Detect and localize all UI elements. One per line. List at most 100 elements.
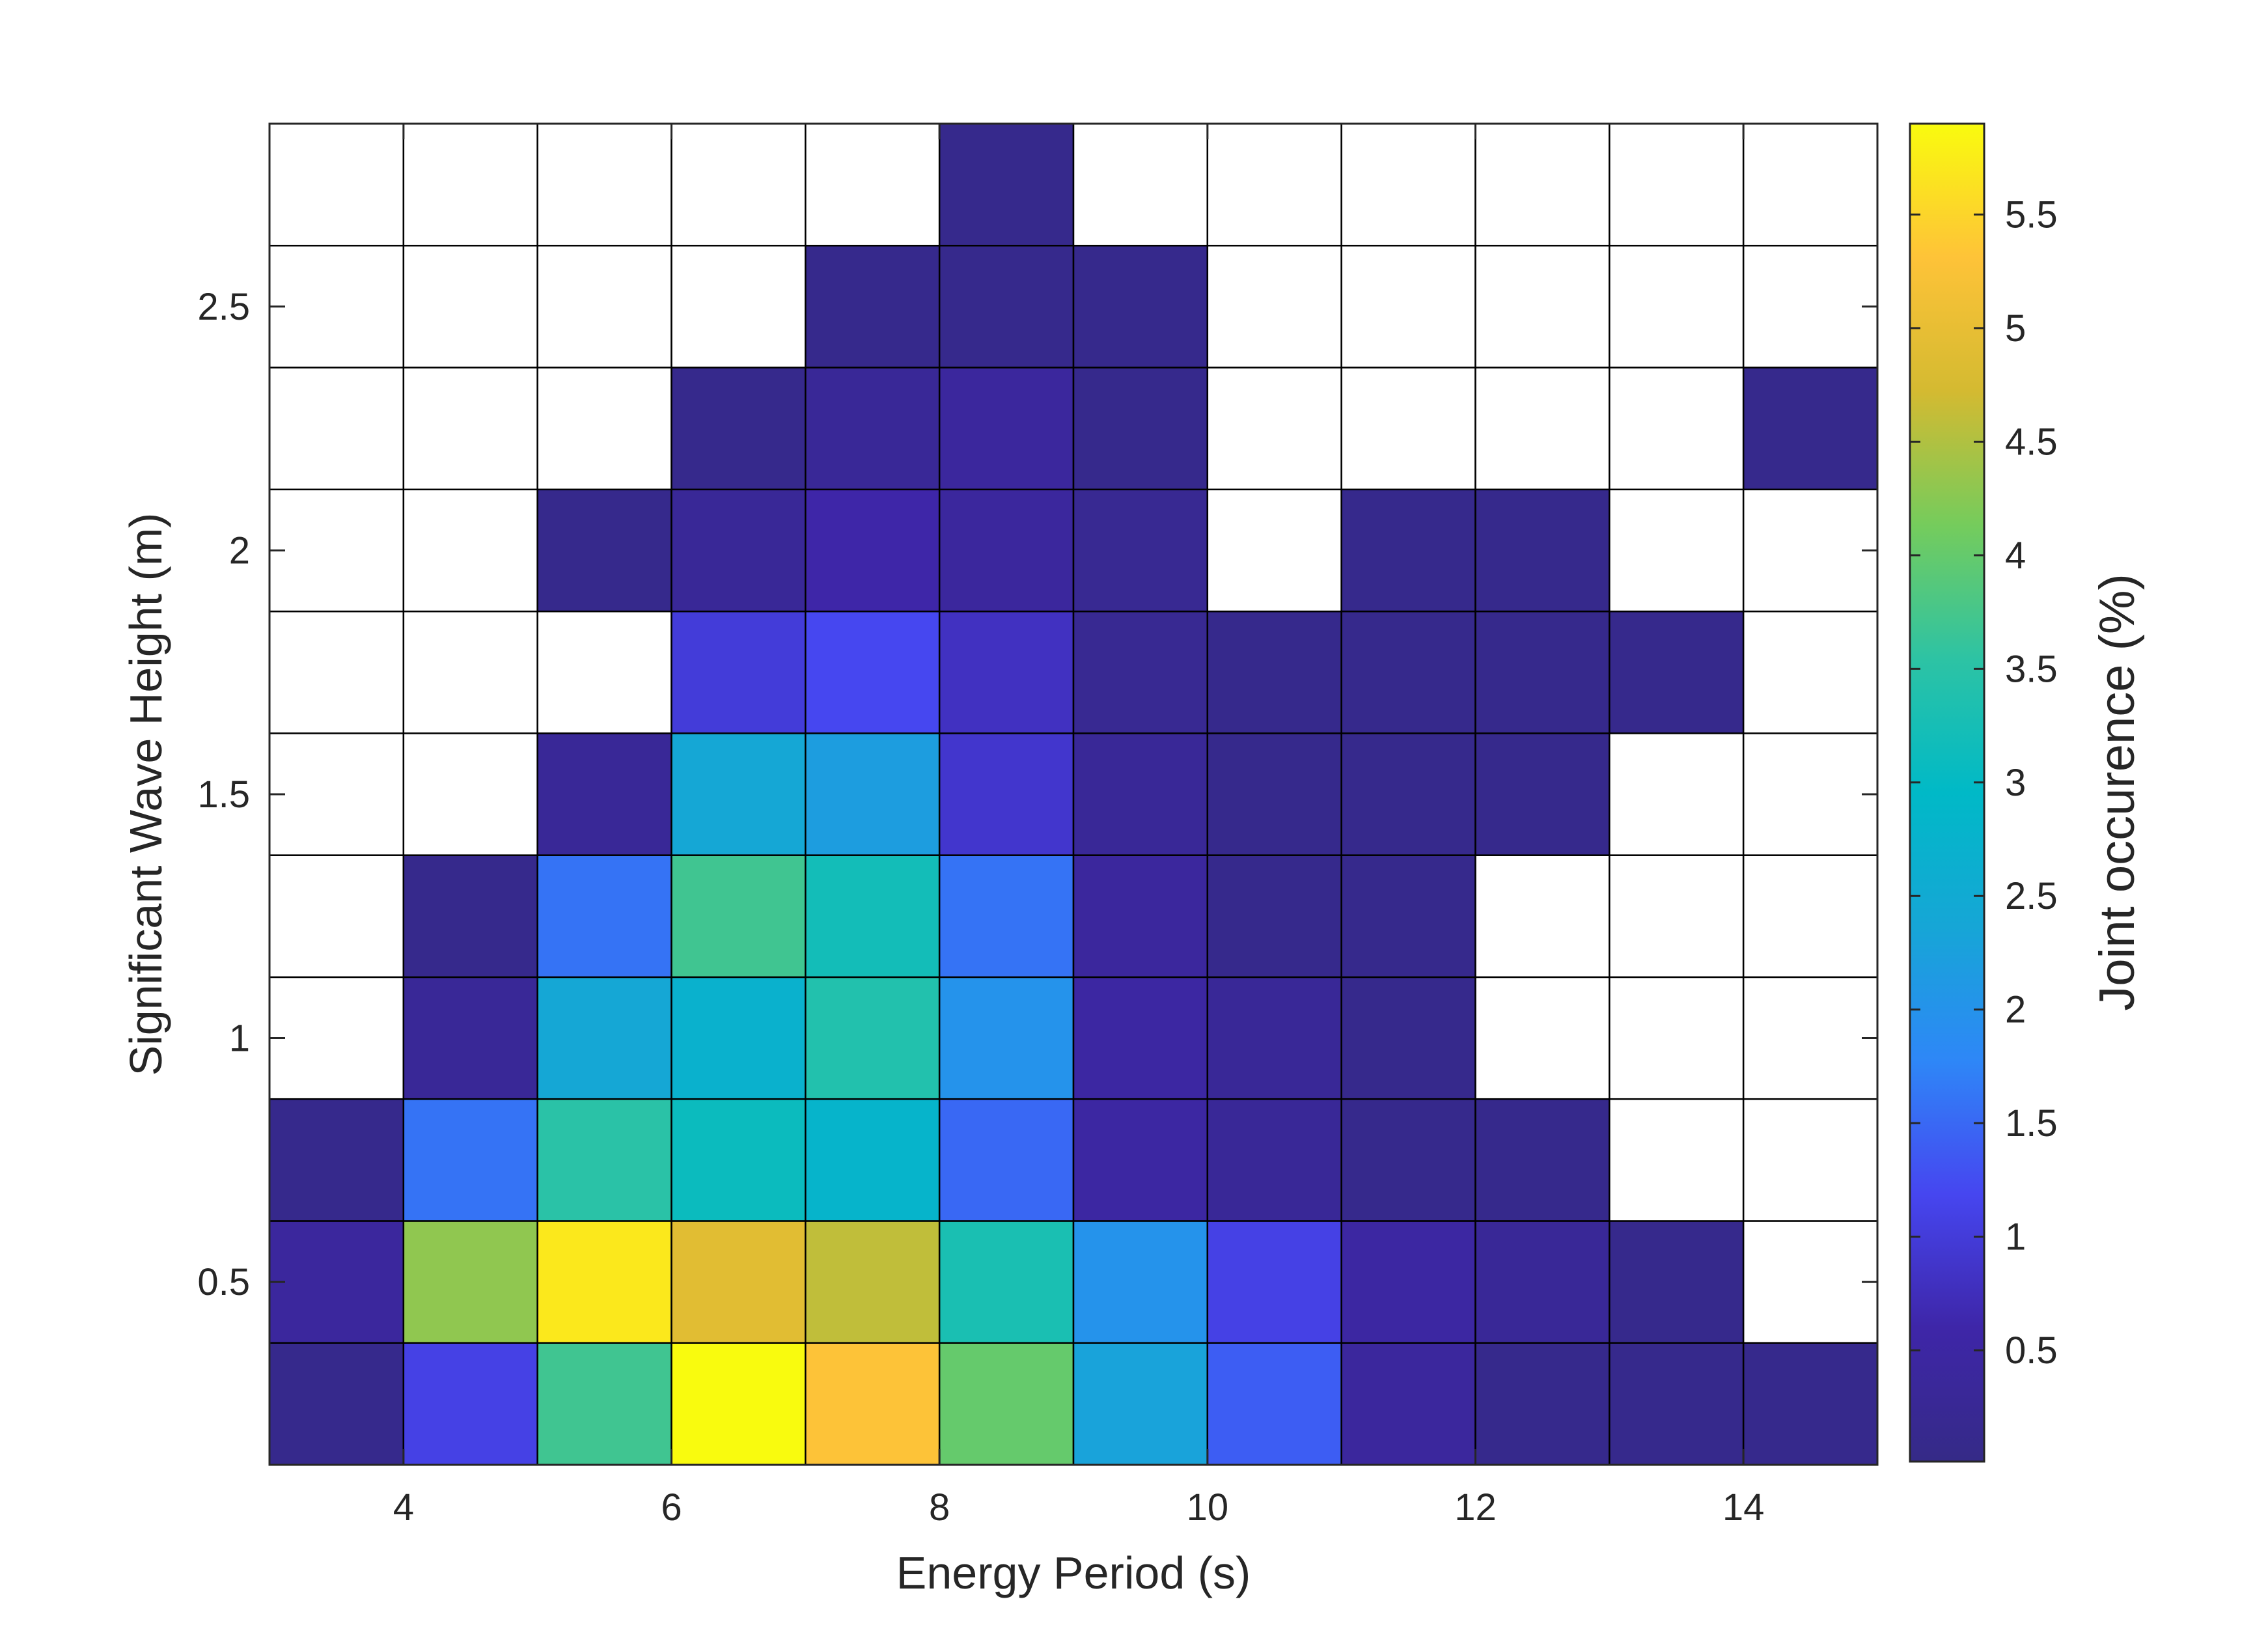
y-tick-label: 1.5 (197, 773, 250, 816)
colorbar-tick-label: 5.5 (2005, 194, 2058, 236)
heatmap-cell (402, 854, 538, 979)
heatmap-cell (1340, 245, 1476, 368)
heatmap-cell (1072, 245, 1209, 368)
heatmap-cell (402, 488, 538, 613)
heatmap-cell (805, 122, 941, 247)
heatmap-cell (1206, 732, 1342, 856)
heatmap-cell (1340, 1098, 1476, 1222)
heatmap-cell (536, 1098, 672, 1222)
heatmap-cell (805, 488, 941, 613)
x-tick-label: 6 (661, 1486, 682, 1529)
heatmap-cell (1206, 122, 1342, 247)
heatmap-cell (1609, 732, 1745, 856)
colorbar: 0.5 1 1.5 2 2.5 3 3.5 4 4.5 5 5.5 (1909, 122, 2058, 1463)
x-axis-label: Energy Period (s) (896, 1548, 1251, 1598)
heatmap-cell (1072, 976, 1209, 1100)
y-axis-label: Significant Wave Height (m) (120, 513, 171, 1076)
heatmap-cell (938, 245, 1075, 368)
heatmap-cell (805, 1098, 941, 1222)
heatmap-cell (805, 610, 941, 734)
heatmap-cell (1206, 1342, 1342, 1466)
heatmap-cell (671, 976, 807, 1100)
heatmap-cell (671, 1220, 807, 1344)
heatmap-cell (402, 610, 538, 734)
heatmap-cell (1742, 610, 1879, 734)
heatmap-cell (402, 1098, 538, 1222)
heatmap-cell (1474, 122, 1611, 247)
heatmap-cell (268, 367, 405, 491)
heatmap-cell (1742, 367, 1879, 491)
heatmap-cell (1742, 245, 1879, 368)
colorbar-ticks: 0.5 1 1.5 2 2.5 3 3.5 4 4.5 5 5.5 (1910, 194, 2058, 1372)
heatmap-cell (938, 367, 1075, 491)
colorbar-ramp (1910, 124, 1984, 1462)
heatmap-cell (1609, 367, 1745, 491)
heatmap-cell (268, 976, 405, 1100)
heatmap-cell (536, 488, 672, 613)
heatmap-cell (268, 854, 405, 979)
x-axis-ticks: 4 6 8 10 12 14 (393, 124, 1764, 1529)
heatmap-cell (1742, 122, 1879, 247)
colorbar-tick-label: 0.5 (2005, 1329, 2058, 1372)
heatmap-cell (1340, 1220, 1476, 1344)
heatmap-cell (805, 245, 941, 368)
heatmap-cell (1206, 367, 1342, 491)
heatmap-cell (402, 976, 538, 1100)
colorbar-tick-label: 4 (2005, 534, 2026, 577)
heatmap-cells (268, 122, 1879, 1466)
y-tick-label: 0.5 (197, 1261, 250, 1303)
x-tick-label: 12 (1454, 1486, 1497, 1529)
heatmap-cell (402, 732, 538, 856)
heatmap-cell (938, 732, 1075, 856)
heatmap-cell (1474, 488, 1611, 613)
heatmap-cell (1072, 367, 1209, 491)
heatmap-cell (1206, 245, 1342, 368)
heatmap-cell (671, 122, 807, 247)
y-tick-label: 2.5 (197, 286, 250, 328)
heatmap-cell (268, 488, 405, 613)
heatmap-cell (402, 367, 538, 491)
heatmap-cell (1340, 732, 1476, 856)
heatmap-cell (536, 245, 672, 368)
heatmap-cell (938, 1098, 1075, 1222)
colorbar-frame (1909, 122, 1985, 1463)
colorbar-tick-label: 1 (2005, 1216, 2026, 1258)
heatmap-cell (1340, 610, 1476, 734)
heatmap-cell (938, 854, 1075, 979)
heatmap-cell (402, 1220, 538, 1344)
heatmap-cell (805, 854, 941, 979)
heatmap-cell (1340, 122, 1476, 247)
heatmap-cell (1609, 122, 1745, 247)
heatmap-cell (1072, 122, 1209, 247)
heatmap-cell (402, 245, 538, 368)
heatmap-cell (805, 976, 941, 1100)
heatmap-cell (1206, 610, 1342, 734)
heatmap-cell (938, 976, 1075, 1100)
heatmap-cell (268, 1342, 405, 1466)
heatmap-cell (1609, 1220, 1745, 1344)
heatmap-cell (1609, 854, 1745, 979)
plot-area: 4 6 8 10 12 14 0.5 1 1.5 2 2.5 (197, 122, 1879, 1529)
heatmap-cell (671, 1098, 807, 1222)
heatmap-cell (1340, 367, 1476, 491)
colorbar-tick-label: 1.5 (2005, 1102, 2058, 1145)
heatmap-cell (671, 610, 807, 734)
heatmap-cell (805, 1220, 941, 1344)
heatmap-cell (938, 122, 1075, 247)
heatmap-cell (1340, 1342, 1476, 1466)
heatmap-cell (1474, 610, 1611, 734)
colorbar-tick-label: 3.5 (2005, 648, 2058, 690)
x-tick-label: 4 (393, 1486, 414, 1529)
heatmap-cell (671, 488, 807, 613)
x-tick-label: 8 (929, 1486, 950, 1529)
heatmap-cell (1474, 854, 1611, 979)
heatmap-cell (938, 1342, 1075, 1466)
heatmap-cell (1206, 1098, 1342, 1222)
heatmap-cell (536, 122, 672, 247)
colorbar-tick-label: 2.5 (2005, 875, 2058, 917)
heatmap-cell (1072, 488, 1209, 613)
heatmap-cell (1206, 854, 1342, 979)
y-tick-label: 1 (229, 1018, 250, 1060)
heatmap-cell (671, 854, 807, 979)
heatmap-cell (671, 245, 807, 368)
